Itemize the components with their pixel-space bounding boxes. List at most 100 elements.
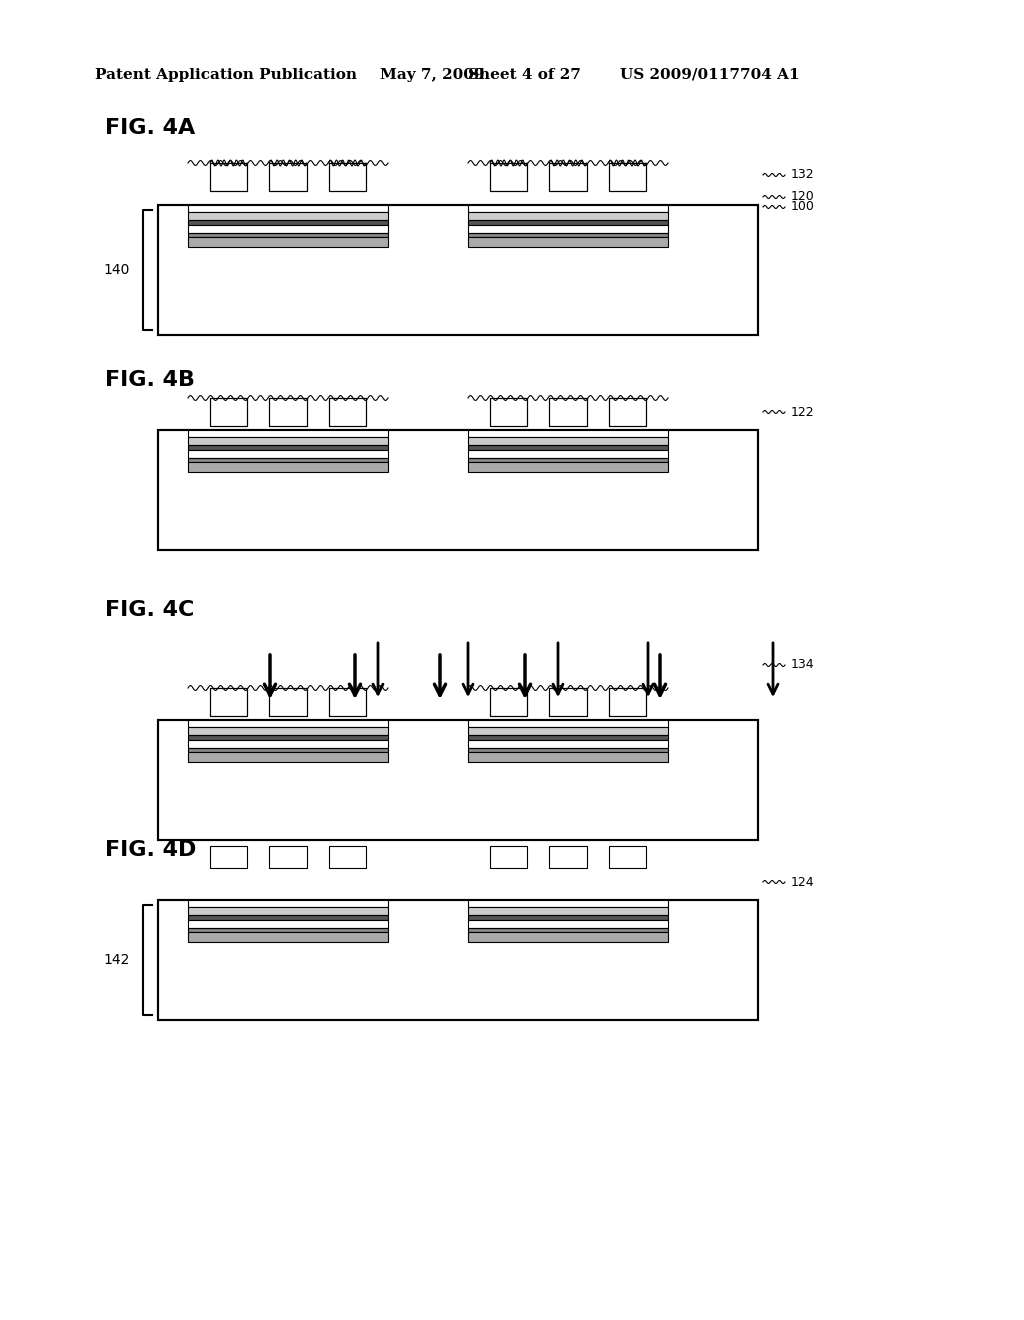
Bar bbox=[490, 162, 527, 191]
Bar bbox=[468, 430, 668, 437]
Bar bbox=[188, 224, 388, 234]
Bar bbox=[468, 238, 668, 247]
Text: Sheet 4 of 27: Sheet 4 of 27 bbox=[468, 69, 581, 82]
Bar bbox=[468, 462, 668, 473]
Bar bbox=[468, 445, 668, 450]
Bar bbox=[490, 162, 527, 191]
Text: 134: 134 bbox=[791, 659, 815, 672]
Bar bbox=[550, 162, 587, 191]
Bar bbox=[550, 162, 587, 191]
Bar bbox=[188, 450, 388, 458]
Bar bbox=[608, 162, 646, 191]
Bar bbox=[188, 735, 388, 741]
Bar bbox=[269, 688, 306, 715]
Bar bbox=[608, 162, 646, 191]
Bar bbox=[188, 920, 388, 928]
Bar bbox=[188, 741, 388, 748]
Bar bbox=[468, 224, 668, 234]
Bar bbox=[188, 907, 388, 915]
Bar bbox=[468, 224, 668, 234]
Bar bbox=[158, 719, 758, 840]
Bar bbox=[490, 399, 527, 426]
Text: FIG. 4D: FIG. 4D bbox=[105, 840, 197, 861]
Bar bbox=[329, 162, 366, 191]
Bar bbox=[550, 688, 587, 715]
Bar bbox=[188, 450, 388, 458]
Text: 124: 124 bbox=[791, 875, 815, 888]
Bar bbox=[210, 688, 247, 715]
Bar bbox=[188, 234, 388, 238]
Bar bbox=[468, 213, 668, 220]
Bar bbox=[269, 162, 306, 191]
Bar bbox=[608, 688, 646, 715]
Bar bbox=[468, 234, 668, 238]
Bar bbox=[468, 915, 668, 920]
Bar bbox=[188, 224, 388, 234]
Bar bbox=[490, 688, 527, 715]
Bar bbox=[468, 213, 668, 220]
Bar bbox=[188, 205, 388, 213]
Bar bbox=[468, 450, 668, 458]
Bar bbox=[468, 741, 668, 748]
Bar bbox=[468, 727, 668, 735]
Bar bbox=[468, 907, 668, 915]
Bar bbox=[188, 727, 388, 735]
Bar bbox=[468, 450, 668, 458]
Bar bbox=[188, 915, 388, 920]
Bar bbox=[188, 932, 388, 942]
Bar bbox=[468, 741, 668, 748]
Bar bbox=[468, 727, 668, 735]
Text: 100: 100 bbox=[791, 201, 815, 214]
Bar bbox=[468, 437, 668, 445]
Bar bbox=[550, 688, 587, 715]
Bar bbox=[188, 437, 388, 445]
Bar bbox=[608, 688, 646, 715]
Bar bbox=[468, 437, 668, 445]
Bar bbox=[158, 430, 758, 550]
Bar bbox=[269, 846, 306, 869]
Bar bbox=[468, 220, 668, 224]
Bar bbox=[608, 399, 646, 426]
Bar bbox=[468, 735, 668, 741]
Bar bbox=[188, 928, 388, 932]
Bar bbox=[210, 162, 247, 191]
Bar bbox=[210, 688, 247, 715]
Bar bbox=[188, 727, 388, 735]
Bar bbox=[158, 430, 758, 550]
Bar bbox=[269, 162, 306, 191]
Bar bbox=[188, 224, 388, 234]
Text: FIG. 4C: FIG. 4C bbox=[105, 601, 195, 620]
Bar bbox=[269, 399, 306, 426]
Bar bbox=[210, 399, 247, 426]
Bar bbox=[188, 213, 388, 220]
Bar bbox=[550, 162, 587, 191]
Bar bbox=[269, 688, 306, 715]
Text: May 7, 2009: May 7, 2009 bbox=[380, 69, 484, 82]
Bar bbox=[158, 205, 758, 335]
Bar bbox=[468, 907, 668, 915]
Bar bbox=[608, 688, 646, 715]
Bar bbox=[188, 727, 388, 735]
Bar bbox=[468, 213, 668, 220]
Bar bbox=[210, 688, 247, 715]
Bar bbox=[158, 430, 758, 550]
Text: US 2009/0117704 A1: US 2009/0117704 A1 bbox=[620, 69, 800, 82]
Bar bbox=[188, 752, 388, 762]
Text: FIG. 4B: FIG. 4B bbox=[105, 370, 195, 389]
Bar bbox=[329, 399, 366, 426]
Bar bbox=[608, 399, 646, 426]
Bar bbox=[158, 900, 758, 1020]
Bar bbox=[188, 213, 388, 220]
Text: 140: 140 bbox=[103, 263, 130, 277]
Bar bbox=[608, 846, 646, 869]
Bar bbox=[269, 688, 306, 715]
Bar bbox=[188, 238, 388, 247]
Text: 122: 122 bbox=[791, 405, 815, 418]
Bar bbox=[188, 748, 388, 752]
Bar bbox=[490, 688, 527, 715]
Bar bbox=[468, 928, 668, 932]
Bar bbox=[188, 437, 388, 445]
Bar bbox=[269, 399, 306, 426]
Bar bbox=[490, 399, 527, 426]
Bar bbox=[329, 846, 366, 869]
